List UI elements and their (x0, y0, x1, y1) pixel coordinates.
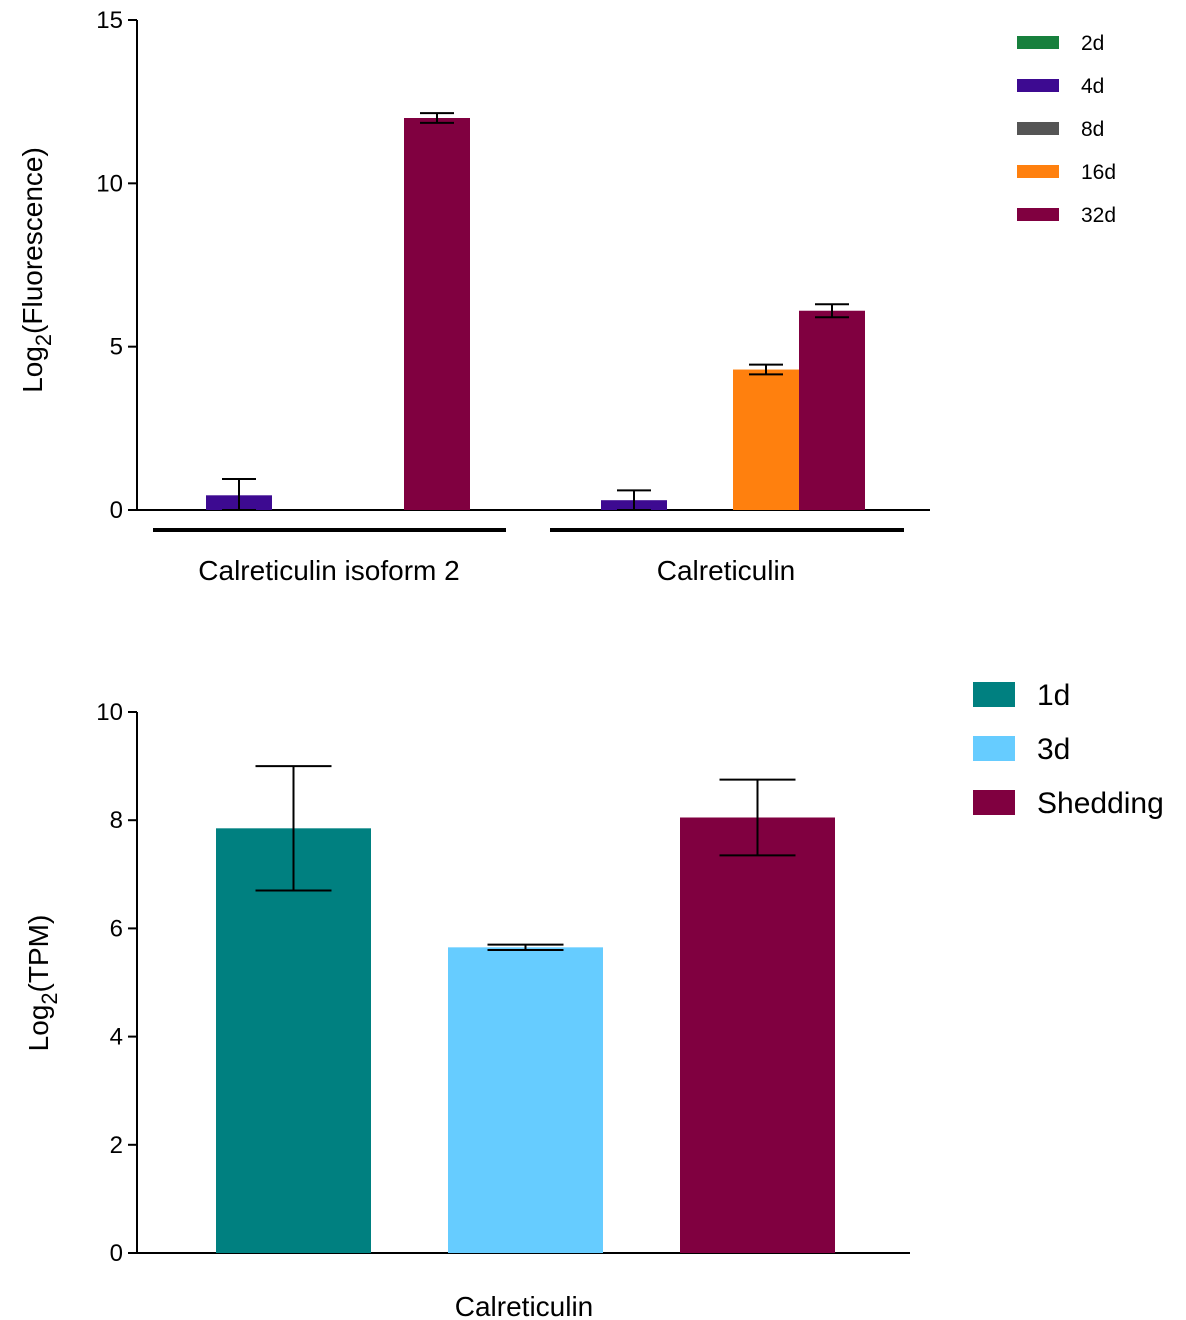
legend-label-4d: 4d (1081, 75, 1104, 98)
x-axis-label: Calreticulin (455, 1291, 594, 1320)
y-tick-label: 10 (96, 699, 123, 726)
y-tick-label: 15 (96, 7, 123, 34)
legend-label-2d: 2d (1081, 32, 1104, 55)
legend-label-16d: 16d (1081, 161, 1116, 184)
y-tick-label: 0 (110, 497, 123, 524)
y-axis-label-subscript: 2 (37, 992, 62, 1004)
legend-swatch-8d (1017, 122, 1059, 135)
legend-swatch-1d (973, 682, 1015, 707)
legend-swatch-32d (1017, 208, 1059, 221)
bar-16d-group-1 (733, 369, 799, 510)
legend-label-1d: 1d (1037, 679, 1070, 712)
fluorescence-chart: 0 5 10 15 Log2(Fluorescence) Calreticulin iso… (17, 7, 1116, 586)
y-tick-label: 2 (110, 1132, 123, 1159)
y-tick-label: 6 (110, 915, 123, 942)
group-label-1: Calreticulin (657, 555, 796, 586)
legend-swatch-2d (1017, 36, 1059, 49)
y-axis-label-rest: (Fluorescence) (17, 147, 48, 334)
bar-32d-group-0 (404, 118, 470, 510)
bar-3d (448, 947, 603, 1253)
legend-swatch-4d (1017, 79, 1059, 92)
legend-swatch-16d (1017, 165, 1059, 178)
y-tick-label: 5 (110, 334, 123, 361)
y-axis-label: Log2(TPM) (23, 915, 62, 1052)
y-axis-label-subscript: 2 (31, 334, 56, 346)
legend-label-Shedding: Shedding (1037, 787, 1164, 820)
group-label-0: Calreticulin isoform 2 (198, 555, 459, 586)
y-tick-label: 4 (110, 1024, 123, 1051)
legend-label-3d: 3d (1037, 733, 1070, 766)
legend-swatch-3d (973, 736, 1015, 761)
legend-swatch-Shedding (973, 790, 1015, 815)
y-tick-label: 8 (110, 807, 123, 834)
legend-label-32d: 32d (1081, 204, 1116, 227)
bar-Shedding (680, 817, 835, 1253)
legend-label-8d: 8d (1081, 118, 1104, 141)
y-axis-label-main: Log (23, 1005, 54, 1052)
y-tick-label: 10 (96, 170, 123, 197)
y-axis-label: Log2(Fluorescence) (17, 147, 56, 393)
y-tick-label: 0 (110, 1240, 123, 1267)
bar-32d-group-1 (799, 310, 865, 510)
y-axis-label-main: Log (17, 346, 48, 393)
y-axis-label-rest: (TPM) (23, 915, 54, 993)
bar-1d (216, 828, 371, 1253)
